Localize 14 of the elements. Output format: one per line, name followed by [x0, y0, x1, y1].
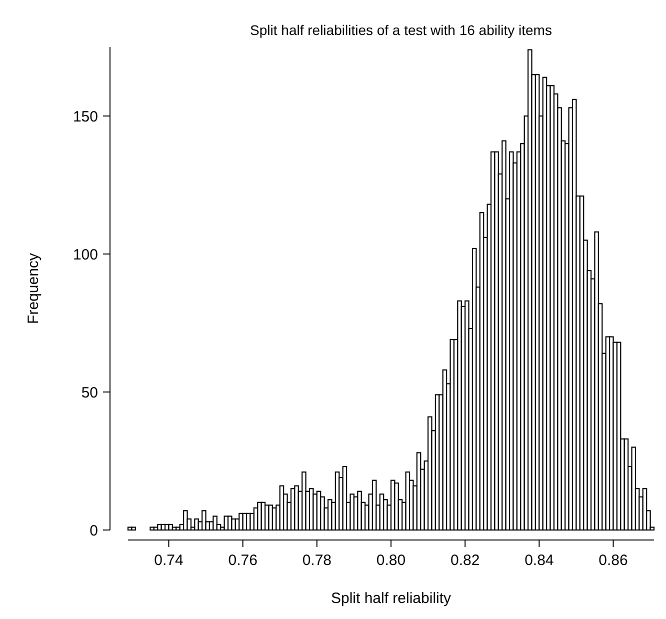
y-tick-label: 100: [72, 246, 98, 264]
x-tick-label: 0.76: [228, 552, 258, 569]
y-tick-label: 150: [72, 108, 98, 126]
x-tick-label: 0.74: [154, 552, 184, 569]
x-tick-label: 0.82: [450, 552, 480, 569]
chart-title: Split half reliabilities of a test with 16 ability items: [250, 22, 552, 38]
x-tick-label: 0.84: [524, 552, 554, 569]
y-axis-title: Frequency: [25, 252, 42, 324]
y-tick-label: 50: [81, 384, 98, 402]
x-tick-label: 0.78: [302, 552, 332, 569]
x-tick-label: 0.86: [598, 552, 628, 569]
y-tick-label: 0: [90, 522, 98, 540]
x-tick-label: 0.80: [376, 552, 406, 569]
x-axis-title: Split half reliability: [330, 590, 452, 607]
